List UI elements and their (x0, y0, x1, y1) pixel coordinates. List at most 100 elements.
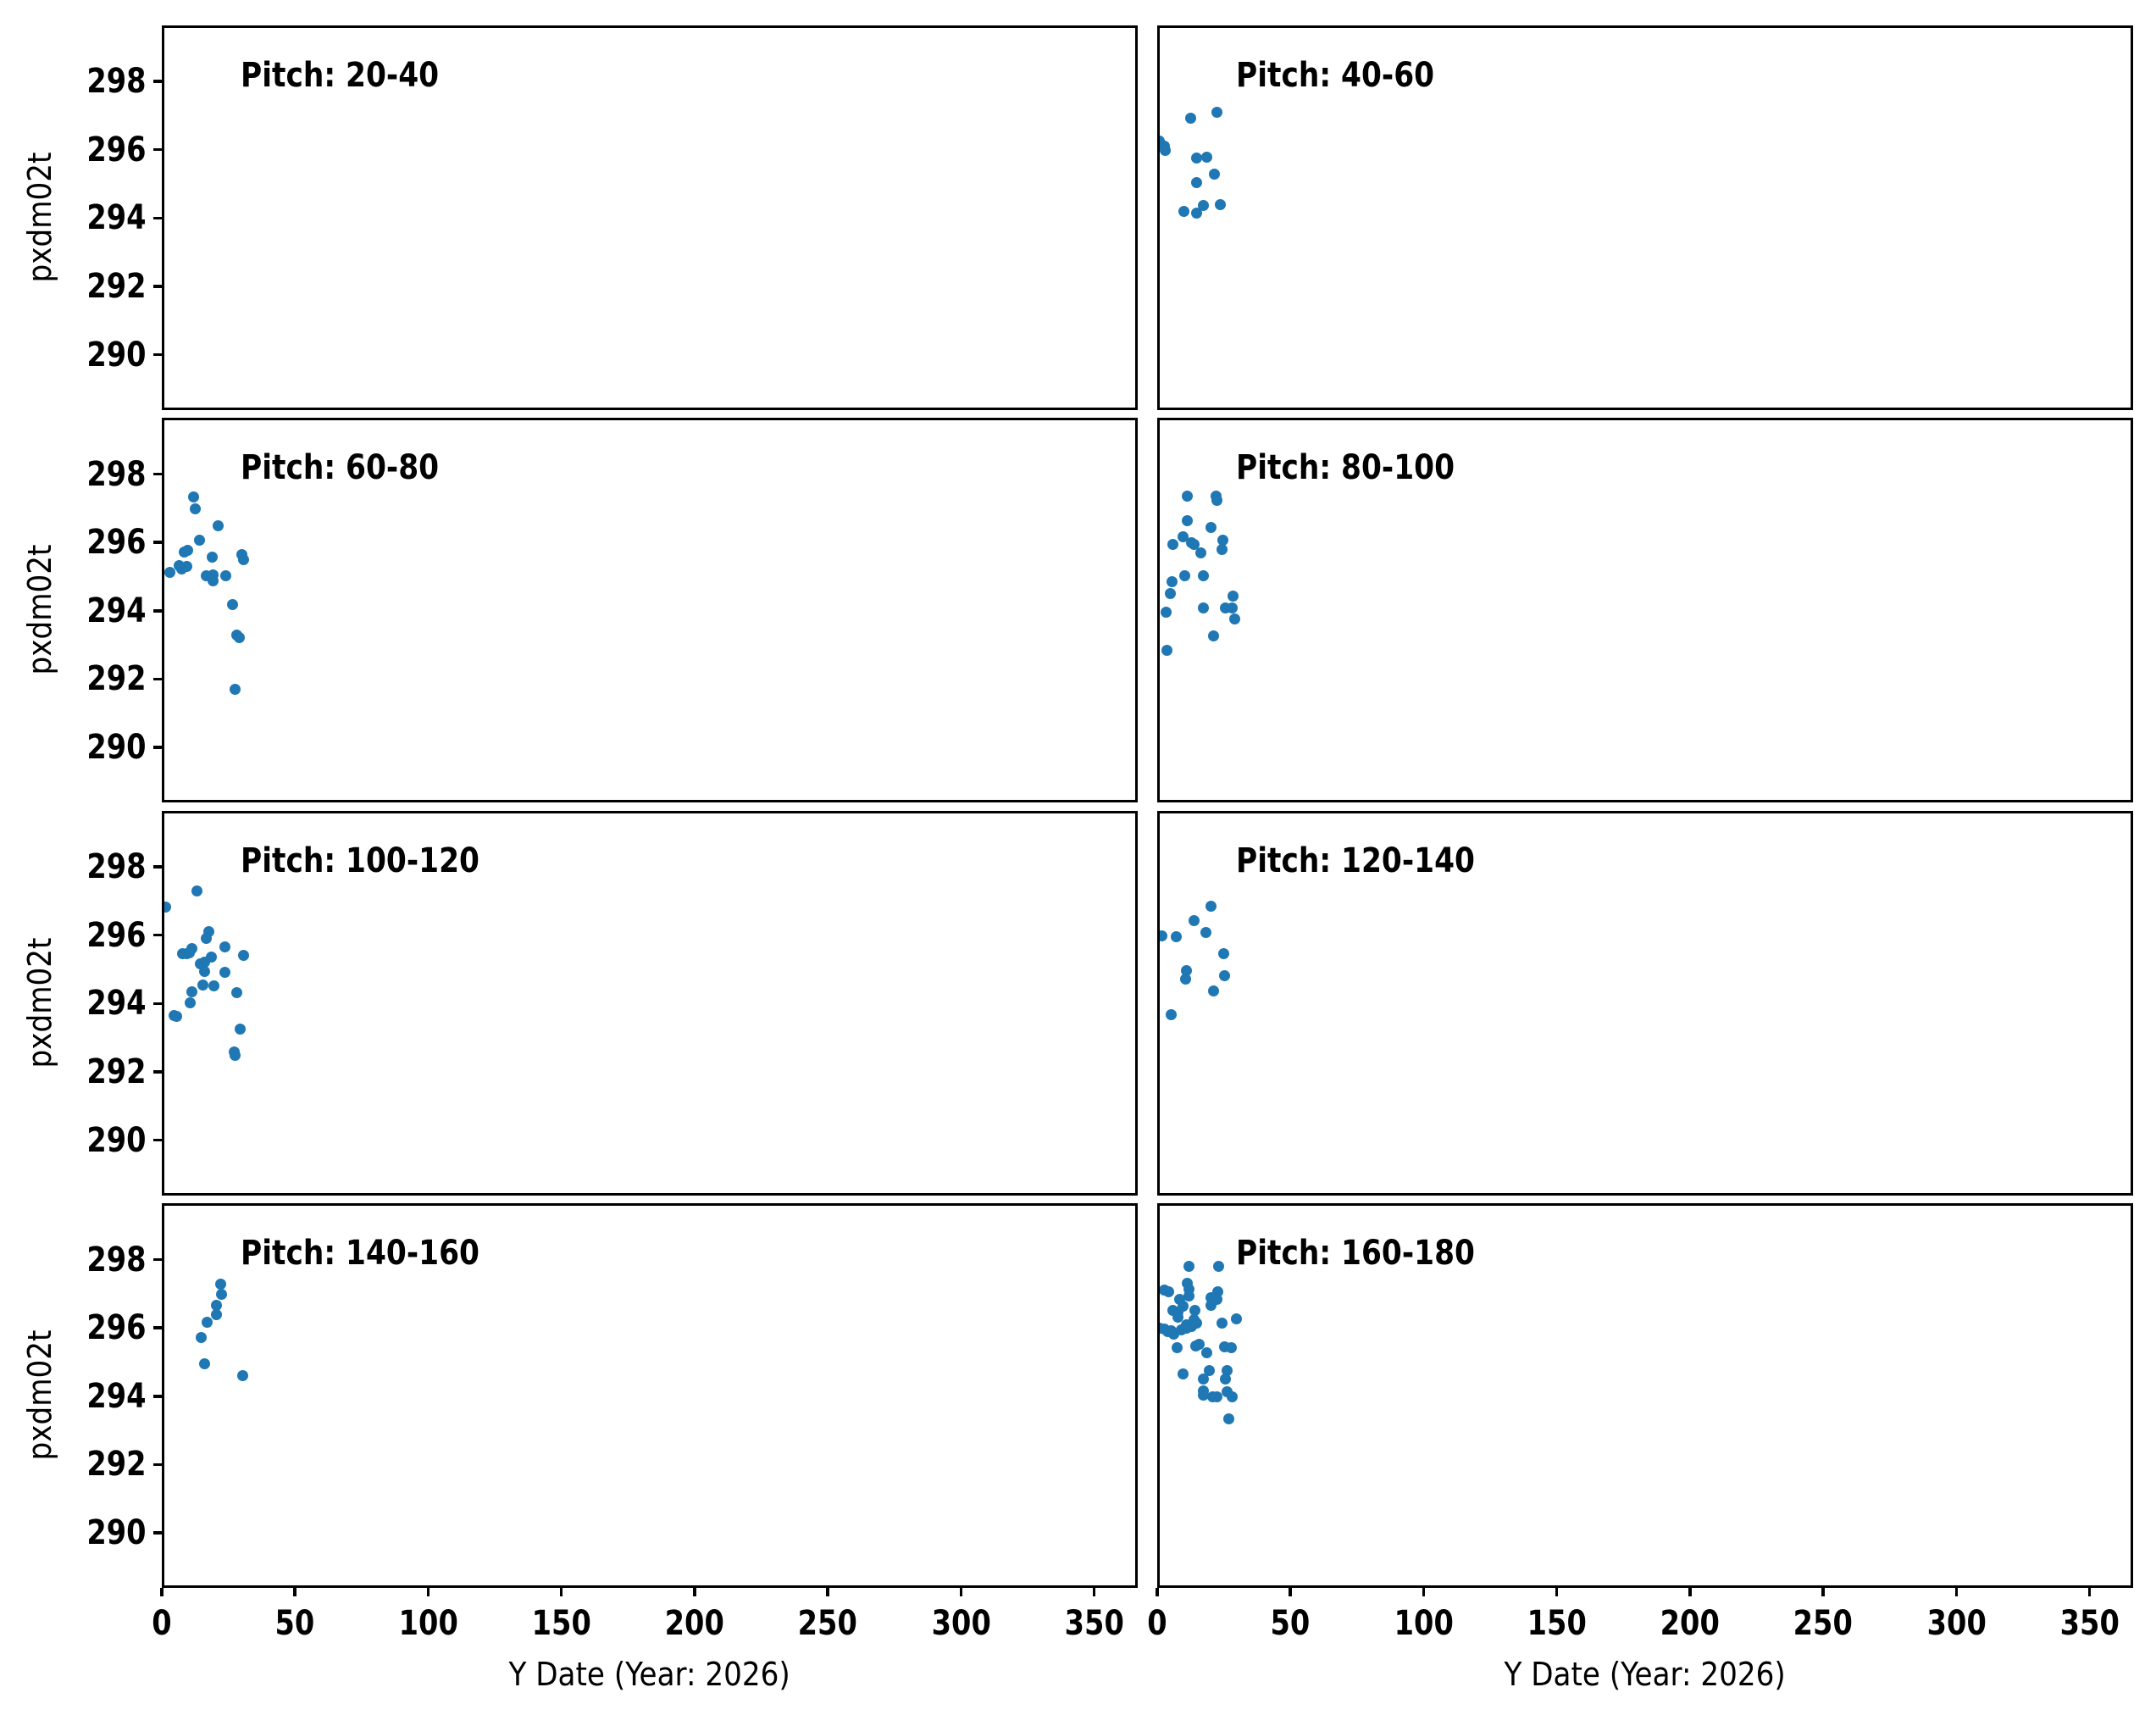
data-point (1203, 1365, 1215, 1377)
y-tick-label-text: 298 (86, 1240, 146, 1279)
panel-title-pitch-160-180-text: Pitch: 160-180 (1236, 1234, 1475, 1273)
data-point (184, 996, 196, 1008)
data-point (1181, 490, 1193, 502)
x-tick-label-text: 250 (798, 1604, 858, 1643)
data-point (1162, 1285, 1174, 1297)
data-point (1188, 915, 1200, 927)
data-point (1171, 1341, 1183, 1353)
data-point (1183, 1290, 1195, 1302)
subplot-pitch-80-100: Pitch: 80-100 (1157, 418, 2133, 802)
data-point (1205, 1300, 1217, 1312)
x-tick-label-text: 0 (152, 1604, 172, 1643)
x-tick-label-text: 350 (2059, 1604, 2120, 1643)
data-point (234, 631, 246, 643)
x-tick (1688, 1588, 1692, 1596)
data-point (1161, 607, 1172, 619)
data-point (216, 1289, 228, 1301)
data-point (230, 683, 241, 695)
x-tick-label: 150 (1472, 1605, 1642, 1642)
x-tick (293, 1588, 297, 1596)
y-tick-label: 298 (19, 1241, 146, 1279)
data-point (1218, 947, 1230, 959)
data-point (1179, 570, 1191, 582)
data-point (1205, 522, 1217, 534)
data-point (164, 902, 172, 913)
data-point (1227, 591, 1239, 602)
y-axis-label: pxdm02t (20, 1203, 59, 1588)
data-point (1184, 112, 1196, 124)
y-tick-label: 298 (19, 456, 146, 493)
data-point (197, 979, 209, 991)
y-tick-label-text: 294 (86, 984, 146, 1024)
data-point (1180, 1322, 1192, 1334)
y-tick-label: 290 (19, 336, 146, 374)
data-point (1191, 208, 1203, 219)
y-tick-label-text: 290 (86, 335, 146, 375)
data-point (219, 941, 230, 953)
y-tick-label-text: 296 (86, 1308, 146, 1348)
y-tick-label: 292 (19, 268, 146, 305)
data-point (1222, 1413, 1234, 1425)
data-point (188, 491, 200, 502)
x-tick-label-text: 50 (1270, 1604, 1311, 1643)
y-tick (153, 541, 162, 544)
y-tick (153, 1138, 162, 1142)
data-point (1190, 152, 1202, 164)
y-tick-label: 290 (19, 1514, 146, 1551)
data-point (1212, 1260, 1224, 1272)
panel-title-pitch-40-60-text: Pitch: 40-60 (1236, 55, 1435, 95)
x-tick-label: 150 (477, 1605, 646, 1642)
data-point (1208, 169, 1220, 180)
y-tick-label: 292 (19, 1053, 146, 1091)
y-tick-label-text: 294 (86, 198, 146, 238)
data-point (1197, 602, 1209, 613)
y-tick-label: 296 (19, 524, 146, 561)
data-point (211, 1300, 223, 1312)
x-tick-label: 0 (77, 1605, 247, 1642)
panel-title-pitch-60-80: Pitch: 60-80 (241, 449, 471, 486)
x-tick (959, 1588, 963, 1596)
y-tick-label-text: 292 (86, 1445, 146, 1485)
data-point (186, 985, 197, 997)
data-point (170, 1011, 182, 1023)
data-point (193, 535, 205, 547)
data-point (1177, 1301, 1189, 1313)
data-point (189, 502, 201, 514)
data-point (211, 1309, 223, 1321)
data-point (1178, 1368, 1189, 1379)
data-point (236, 1369, 248, 1381)
x-tick (693, 1588, 696, 1596)
panel-title-pitch-120-140-text: Pitch: 120-140 (1236, 841, 1475, 880)
y-tick-label: 296 (19, 131, 146, 169)
x-tick-label: 200 (1605, 1605, 1775, 1642)
y-tick (153, 1326, 162, 1329)
y-tick (153, 1395, 162, 1398)
x-tick (1422, 1588, 1426, 1596)
data-point (199, 1357, 211, 1369)
y-tick-label-text: 290 (86, 728, 146, 768)
y-tick-label-text: 296 (86, 915, 146, 955)
x-tick (2087, 1588, 2092, 1596)
data-point (1183, 1261, 1195, 1273)
y-tick (153, 147, 162, 152)
data-point (1211, 494, 1222, 506)
x-tick (1821, 1588, 1825, 1596)
y-tick-label-text: 298 (86, 454, 146, 494)
y-tick (153, 1257, 162, 1262)
data-point (1214, 198, 1226, 210)
y-axis-label-text: pxdm02t (21, 937, 58, 1068)
y-tick-label: 296 (19, 917, 146, 954)
data-point (220, 570, 232, 582)
data-point (237, 553, 249, 565)
data-point (1217, 535, 1229, 547)
panel-title-pitch-40-60: Pitch: 40-60 (1236, 57, 1466, 94)
y-tick-label-text: 292 (86, 659, 146, 699)
y-tick-label-text: 294 (86, 591, 146, 630)
data-point (208, 980, 220, 992)
x-tick (1092, 1588, 1096, 1596)
data-point (182, 544, 194, 556)
data-point (214, 1278, 226, 1290)
y-tick-label: 294 (19, 1378, 146, 1415)
y-tick-label: 290 (19, 1122, 146, 1159)
subplot-pitch-140-160: Pitch: 140-160 (162, 1203, 1138, 1588)
